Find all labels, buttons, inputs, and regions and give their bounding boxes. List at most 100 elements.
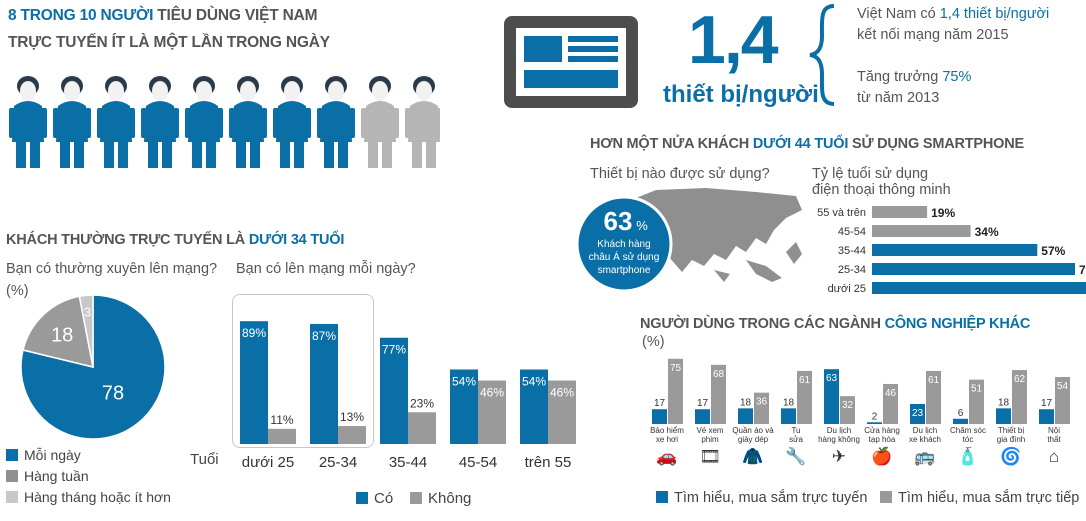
legend-no: Không: [410, 490, 471, 507]
industry-bar-online: [824, 369, 839, 424]
bar-yes-label: 54%: [522, 374, 546, 388]
industry-category-label: Chăm sóc: [950, 426, 986, 435]
pie-slice: [22, 295, 94, 369]
online-title: KHÁCH THƯỜNG TRỰC TUYẾN LÀ DƯỚI 34 TUỔI: [6, 232, 344, 248]
pie-question-unit: (%): [6, 283, 29, 299]
bar-yes: [450, 369, 478, 444]
industry-bar-offline: [668, 358, 683, 424]
category-label: 45-54: [838, 226, 866, 238]
industry-category-label: Nội: [1048, 426, 1060, 435]
pie-slice: [78, 294, 94, 368]
category-label: 25-34: [319, 454, 357, 471]
industry-bar-offline: [754, 392, 769, 424]
industry-category-label: xe hơi: [656, 435, 678, 444]
pie-legend-label: Hàng tháng hoặc ít hơn: [24, 489, 171, 505]
big-number: 1,4: [688, 2, 779, 78]
industry-bar-online: [996, 408, 1011, 424]
industry-category-label: xe khách: [909, 435, 941, 444]
pie-chart: 78 18 3: [20, 294, 166, 440]
person-icon: [405, 76, 440, 168]
hbar-label: 57%: [1041, 244, 1065, 258]
legend-swatch: [656, 491, 668, 503]
industry-bar-offline-label: 32: [842, 400, 854, 411]
industry-category-label: phim: [701, 435, 719, 444]
industry-bar-online-label: 63: [826, 373, 838, 384]
industry-category-label: hàng không: [818, 435, 860, 444]
circle-line2: châu Á sử dụng: [589, 250, 660, 263]
bar-no-label: 23%: [410, 396, 434, 410]
industry-unit: (%): [642, 334, 665, 350]
bar-no: [338, 426, 366, 444]
person-icon: [185, 76, 223, 168]
industry-bar-online: [1039, 409, 1054, 424]
hbar: [872, 206, 928, 218]
circle-line1: Khách hàng: [597, 239, 650, 250]
industry-title-highlight: CÔNG NGHIỆP KHÁC: [884, 316, 1031, 332]
industry-bar-offline: [1055, 377, 1070, 424]
category-label: dưới 25: [242, 454, 294, 471]
bar-no-label: 11%: [270, 413, 293, 427]
bar-no-label: 46%: [480, 386, 504, 400]
hbar-label: 19%: [931, 206, 955, 220]
hbar: [872, 244, 1038, 256]
pie-question: Bạn có thường xuyên lên mạng?: [6, 261, 218, 277]
pie-legend-monthly: Hàng tháng hoặc ít hơn: [6, 489, 171, 505]
industry-bar-offline: [883, 383, 898, 424]
device-note1-prefix: Việt Nam có: [857, 6, 940, 22]
bar-yes-label: 87%: [312, 329, 336, 343]
industry-category-label: tạp hóa: [869, 435, 896, 444]
industry-category-label: gia đình: [997, 435, 1025, 444]
smartphone-share-circle: 63 % Khách hàng châu Á sử dụng smartphon…: [575, 195, 673, 293]
device-note2-line2: từ năm 2013: [857, 90, 940, 106]
bar-yes: [240, 321, 268, 444]
circle-line3: smartphone: [598, 265, 651, 276]
legend-swatch: [6, 449, 18, 461]
industry-category-label: Du lịch: [827, 426, 851, 435]
category-label: dưới 25: [828, 283, 866, 295]
industry-bar-offline: [1012, 370, 1027, 424]
hbar-label: 34%: [975, 225, 999, 239]
industry-bar-offline-label: 51: [971, 384, 983, 395]
industry-bar-online-label: 6: [958, 408, 964, 419]
curly-brace-icon: [809, 4, 835, 106]
device-note1-line2: kết nối mạng năm 2015: [857, 27, 1009, 43]
plane-ticket-icon: ✈: [832, 447, 846, 466]
age-chart-title1: Tỷ lệ tuổi sử dụng: [812, 166, 929, 182]
industry-category-label: thất: [1047, 435, 1061, 444]
industry-bar-online: [910, 403, 925, 424]
industry-bar-online-label: 2: [872, 411, 878, 422]
industry-bar-online-label: 18: [998, 397, 1010, 408]
industry-bar-offline-label: 54: [1057, 381, 1069, 392]
legend-online: Tìm hiểu, mua sắm trực tuyến: [656, 490, 867, 506]
device-note2-highlight: 75%: [942, 69, 972, 85]
tablet-icon: [504, 16, 638, 108]
industry-category-label: Bảo hiểm: [650, 426, 684, 435]
industry-bar-offline-label: 46: [885, 388, 897, 399]
category-label: 45-54: [459, 454, 497, 471]
grocery-icon: 🍎: [871, 446, 892, 466]
pie-slice-label: 3: [84, 305, 91, 320]
bar-yes-label: 89%: [242, 326, 266, 340]
smartphone-title: HƠN MỘT NỬA KHÁCH DƯỚI 44 TUỔI SỬ DỤNG S…: [590, 136, 1024, 152]
industry-category-label: Cửa hàng: [864, 426, 900, 435]
industry-bar-offline: [797, 370, 812, 424]
industry-bar-offline-label: 61: [928, 375, 940, 386]
category-label: 55 và trên: [817, 207, 866, 219]
bar-no: [548, 380, 576, 444]
person-icon: [317, 76, 355, 168]
hbar-label: 70%: [1079, 263, 1086, 277]
device-note1: Việt Nam có 1,4 thiết bị/người: [857, 6, 1049, 22]
hair-care-icon: 🧴: [957, 446, 978, 466]
industry-category-label: Thiết bị: [998, 426, 1024, 435]
industry-bar-offline-label: 75: [670, 363, 682, 374]
industry-category-label: Vé xem: [696, 426, 723, 435]
big-unit: thiết bị/người: [663, 81, 819, 108]
hbar: [872, 282, 1086, 294]
person-icon: [141, 76, 179, 168]
category-label: 35-44: [838, 245, 866, 257]
pie-slice-label: 18: [51, 325, 73, 347]
bar-yes-label: 77%: [382, 343, 406, 357]
bar-yes: [520, 369, 548, 444]
industry-bar-offline: [711, 364, 726, 424]
category-label: 35-44: [389, 454, 427, 471]
